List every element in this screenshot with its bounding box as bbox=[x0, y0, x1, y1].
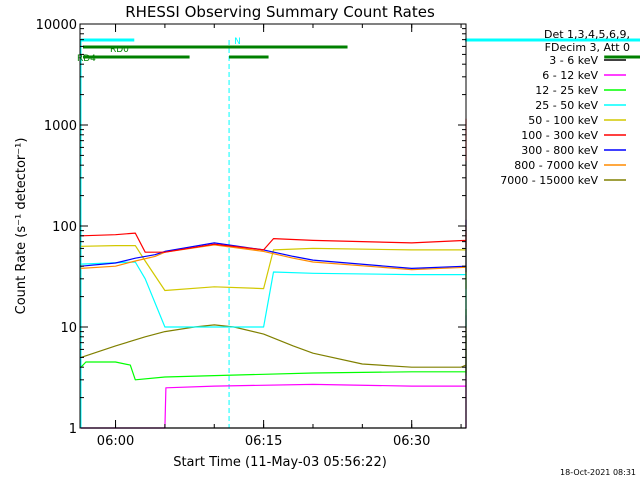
y-tick-label: 10000 bbox=[36, 18, 77, 33]
x-tick-label: 06:00 bbox=[97, 434, 134, 449]
legend-label: 100 - 300 keV bbox=[521, 129, 598, 142]
legend-label: 25 - 50 keV bbox=[535, 99, 598, 112]
night-flag-label: N bbox=[234, 37, 241, 47]
series-line-50-100-kev bbox=[80, 225, 467, 292]
series-line-12-25-kev bbox=[80, 265, 467, 381]
series-line-3-6-kev bbox=[81, 333, 467, 429]
legend-label: 12 - 25 keV bbox=[535, 84, 598, 97]
y-tick-label: 10 bbox=[60, 321, 77, 336]
attenuator-and-decimation-overlay: N RD0 RD4 bbox=[77, 37, 640, 428]
y-tick-label: 1000 bbox=[44, 119, 77, 134]
x-tick-label: 06:15 bbox=[245, 434, 282, 449]
y-axis-label: Count Rate (s⁻¹ detector⁻¹) bbox=[14, 138, 29, 315]
generation-timestamp: 18-Oct-2021 08:31 bbox=[560, 468, 636, 477]
y-tick-label: 1 bbox=[69, 422, 77, 437]
legend-label: 7000 - 15000 keV bbox=[500, 174, 598, 187]
legend-header: Det 1,3,4,5,6,9, bbox=[544, 28, 630, 41]
rd0-label: RD0 bbox=[110, 45, 129, 55]
chart-title: RHESSI Observing Summary Count Rates bbox=[125, 3, 435, 21]
series-line-7000-15000-kev bbox=[80, 308, 467, 373]
legend-label: 300 - 800 keV bbox=[521, 144, 598, 157]
legend-label: 3 - 6 keV bbox=[549, 54, 598, 67]
series-line-100-300-kev bbox=[80, 118, 467, 253]
legend-header: FDecim 3, Att 0 bbox=[545, 41, 630, 54]
y-tick-label: 100 bbox=[52, 220, 77, 235]
rd4-label: RD4 bbox=[77, 54, 96, 64]
axes: 06:00 06:15 06:30 1 10 100 1000 10000 bbox=[36, 18, 466, 449]
legend-label: 50 - 100 keV bbox=[528, 114, 598, 127]
x-axis-label: Start Time (11-May-03 05:56:22) bbox=[173, 455, 387, 470]
series-layer bbox=[80, 118, 467, 429]
series-line-25-50-kev bbox=[80, 160, 467, 328]
legend-label: 800 - 7000 keV bbox=[514, 159, 598, 172]
legend: Det 1,3,4,5,6,9,FDecim 3, Att 03 - 6 keV… bbox=[500, 28, 630, 187]
legend-label: 6 - 12 keV bbox=[542, 69, 598, 82]
series-line-300-800-kev bbox=[80, 219, 467, 272]
x-tick-label: 06:30 bbox=[393, 434, 430, 449]
